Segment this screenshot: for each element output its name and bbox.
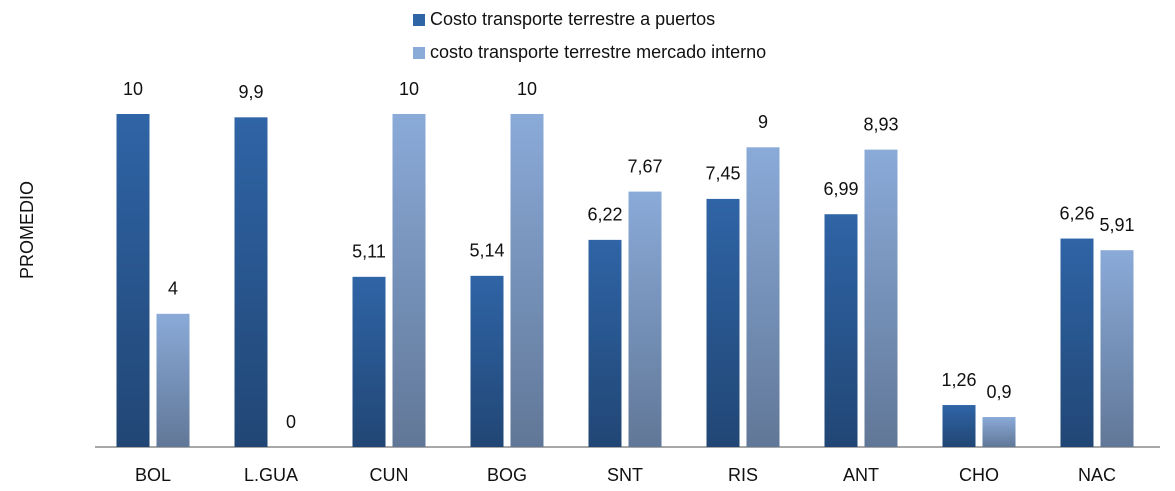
bar-shade <box>942 405 976 447</box>
value-label: 0,9 <box>986 382 1011 402</box>
bar-shade <box>1060 238 1094 447</box>
x-tick-label: CHO <box>959 465 999 485</box>
bar-shade <box>1100 250 1134 447</box>
bar-shade <box>510 114 544 447</box>
x-tick-label: ANT <box>843 465 879 485</box>
legend-swatch <box>413 47 425 59</box>
bar-shade <box>982 417 1016 447</box>
bar-shade <box>352 276 386 447</box>
x-tick-label: RIS <box>728 465 758 485</box>
value-label: 5,14 <box>469 241 504 261</box>
value-label: 7,45 <box>705 164 740 184</box>
value-label: 10 <box>399 79 419 99</box>
legend-label: Costo transporte terrestre a puertos <box>430 9 715 29</box>
x-tick-label: L.GUA <box>244 465 298 485</box>
value-label: 6,22 <box>587 205 622 225</box>
value-label: 6,26 <box>1059 203 1094 223</box>
x-tick-label: BOL <box>135 465 171 485</box>
value-label: 4 <box>168 279 178 299</box>
value-label: 1,26 <box>941 370 976 390</box>
bar-shade <box>706 198 740 447</box>
value-label: 10 <box>123 79 143 99</box>
x-tick-label: CUN <box>370 465 409 485</box>
bar-shade <box>470 275 504 447</box>
bar-shade <box>588 239 622 447</box>
bar-shade <box>864 149 898 448</box>
bar-shade <box>746 147 780 448</box>
bar-shade <box>234 117 268 447</box>
value-label: 6,99 <box>823 179 858 199</box>
legend-label: costo transporte terrestre mercado inter… <box>430 42 766 62</box>
bar-shade <box>392 114 426 447</box>
bar-shade <box>824 214 858 447</box>
value-label: 0 <box>286 412 296 432</box>
value-label: 7,67 <box>627 156 662 176</box>
value-label: 5,91 <box>1099 215 1134 235</box>
value-label: 8,93 <box>863 114 898 134</box>
bar-shade <box>116 114 150 447</box>
y-axis-label: PROMEDIO <box>17 181 37 279</box>
value-label: 9,9 <box>238 82 263 102</box>
legend-swatch <box>413 14 425 26</box>
x-tick-label: BOG <box>487 465 527 485</box>
value-label: 5,11 <box>352 242 386 262</box>
value-label: 9 <box>758 112 768 132</box>
bar-shade <box>156 313 190 447</box>
bar-shade <box>628 191 662 447</box>
x-tick-label: NAC <box>1078 465 1116 485</box>
x-tick-label: SNT <box>607 465 643 485</box>
value-label: 10 <box>517 79 537 99</box>
